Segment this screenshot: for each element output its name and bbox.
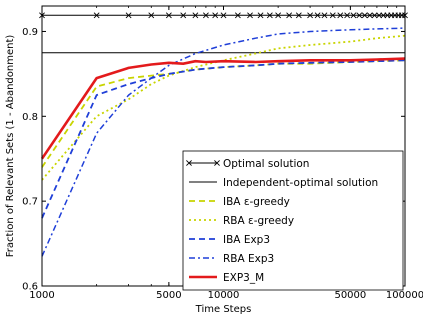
series-line-7 xyxy=(40,57,406,160)
series-marker xyxy=(350,12,357,19)
series-marker xyxy=(366,12,373,19)
series-marker xyxy=(212,12,219,19)
y-tick-label: 0.9 xyxy=(22,27,38,38)
series-marker xyxy=(93,12,100,19)
series-line-6 xyxy=(41,27,406,257)
series-marker xyxy=(361,12,368,19)
series-marker xyxy=(192,12,199,19)
legend: Optimal solution Independent-optimal solu… xyxy=(182,150,404,291)
legend-marker xyxy=(214,160,220,166)
series-marker xyxy=(329,12,336,19)
legend-label: EXP3_M xyxy=(223,272,264,284)
series-marker xyxy=(286,12,293,19)
legend-label: RBA ε-greedy xyxy=(223,215,294,227)
series-marker xyxy=(321,12,328,19)
series-marker xyxy=(314,12,321,19)
y-tick-label: 0.8 xyxy=(22,112,38,123)
legend-label: Optimal solution xyxy=(223,158,309,170)
legend-label: IBA ε-greedy xyxy=(223,196,290,208)
series-marker xyxy=(220,12,227,19)
series-marker xyxy=(247,12,253,19)
series-marker xyxy=(234,12,241,19)
series-marker xyxy=(148,12,155,19)
series-marker xyxy=(202,12,209,19)
series-line-5 xyxy=(41,59,406,219)
series-marker xyxy=(376,12,383,19)
legend-marker xyxy=(186,160,192,166)
legend-label: IBA Exp3 xyxy=(223,234,270,246)
y-tick-label: 0.6 xyxy=(22,282,38,293)
legend-box xyxy=(182,150,404,291)
legend-label: Independent-optimal solution xyxy=(223,177,378,189)
series-marker xyxy=(125,12,132,19)
legend-label: RBA Exp3 xyxy=(223,253,274,265)
x-axis-label: Time Steps xyxy=(195,304,252,315)
series-marker xyxy=(180,12,187,19)
series-marker xyxy=(307,12,314,19)
series-marker xyxy=(275,12,282,19)
x-tick-label: 100000 xyxy=(386,290,423,301)
series-marker xyxy=(266,12,273,19)
series-marker xyxy=(165,12,172,19)
series-marker xyxy=(344,12,351,19)
y-axis-label: Fraction of Relevant Sets (1 - Abandonme… xyxy=(5,35,16,258)
x-tick-label: 50000 xyxy=(334,290,366,301)
series-line-4 xyxy=(41,34,406,181)
series-marker xyxy=(371,12,378,19)
x-tick-label: 5000 xyxy=(156,290,181,301)
plot-lines xyxy=(39,12,408,257)
series-marker xyxy=(295,12,302,19)
series-marker xyxy=(356,12,363,19)
series-marker xyxy=(337,12,344,19)
x-tick-label: 1000 xyxy=(29,290,54,301)
x-tick-label: 10000 xyxy=(208,290,240,301)
y-tick-label: 0.7 xyxy=(22,197,38,208)
series-marker xyxy=(257,12,264,19)
